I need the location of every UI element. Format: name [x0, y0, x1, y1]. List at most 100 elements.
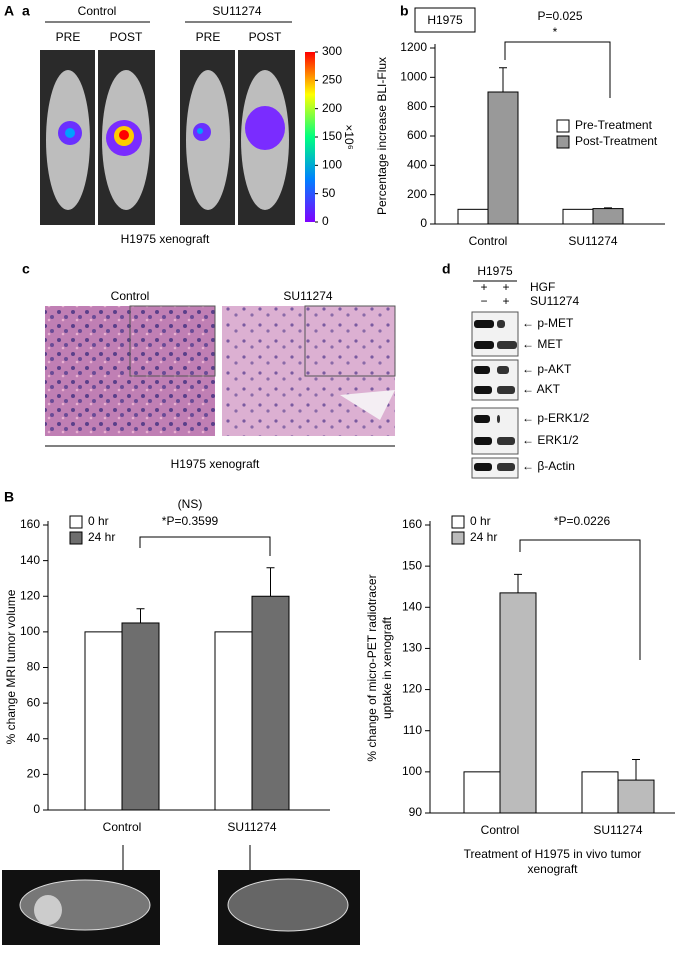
y-tick-label: 120 [402, 682, 422, 696]
annotation: *P=0.0226 [554, 514, 611, 528]
band-label: ← MET [522, 337, 563, 351]
band [497, 386, 515, 394]
necrosis [340, 390, 395, 420]
panel-label: a [22, 3, 30, 19]
y-tick-label: 100 [20, 624, 40, 638]
band [497, 463, 515, 471]
legend-label: Post-Treatment [575, 134, 658, 148]
treatment-name: SU11274 [530, 294, 579, 308]
band [474, 415, 490, 423]
band [497, 366, 509, 374]
band-label: ← β-Actin [522, 459, 575, 473]
lane-sign: − [480, 294, 487, 308]
y-tick-label: 100 [402, 764, 422, 778]
panel-label: A [4, 3, 14, 19]
panel-label: d [442, 261, 451, 277]
y-tick-label: 800 [407, 99, 427, 113]
y-axis-label: % change of micro-PET radiotracer [365, 574, 379, 761]
x-axis-label: Treatment of H1975 in vivo tumor [464, 847, 642, 861]
colorbar-tick-label: 250 [322, 73, 342, 87]
lane-sign: + [480, 280, 487, 294]
y-axis-label: uptake in xenograft [380, 616, 394, 719]
y-tick-label: 150 [402, 558, 422, 572]
band-label: ← AKT [522, 382, 561, 396]
y-tick-label: 140 [402, 599, 422, 613]
band [497, 415, 500, 423]
mri-body [227, 878, 349, 932]
bar [617, 779, 655, 814]
y-tick-label: 140 [20, 553, 40, 567]
bli-panel: Control SU11274 PRE POST PRE POST 300 250… [40, 4, 356, 246]
error-bar [266, 567, 275, 597]
colorbar-tick-label: 300 [322, 44, 342, 58]
x-tick-label: Control [481, 823, 520, 837]
annotation: *P=0.3599 [162, 514, 219, 528]
band [497, 341, 517, 349]
x-tick-label: SU11274 [568, 234, 617, 248]
y-tick-label: 1000 [400, 70, 427, 84]
caption: H1975 xenograft [121, 232, 210, 246]
error-bar [136, 608, 145, 623]
y-tick-label: 130 [402, 641, 422, 655]
bar [457, 208, 489, 225]
annotation: (NS) [178, 497, 203, 511]
treatment-name: HGF [530, 280, 555, 294]
timepoint-label: POST [249, 30, 282, 44]
blot [471, 311, 519, 357]
y-axis-label: Percentage increase BLI-Flux [375, 57, 389, 215]
colorbar-tick-label: 100 [322, 158, 342, 172]
y-tick-label: 600 [407, 128, 427, 142]
legend-label: 0 hr [470, 514, 491, 528]
signal [245, 106, 285, 150]
lane-sign: + [502, 294, 509, 308]
legend-label: 24 hr [470, 530, 497, 544]
bar [121, 622, 160, 811]
band [474, 320, 494, 328]
significance-bracket [519, 539, 641, 660]
error-bar [514, 573, 522, 593]
band [474, 463, 492, 471]
mouse-images [40, 50, 295, 225]
image [222, 306, 395, 436]
y-tick-label: 20 [27, 767, 41, 781]
annotation: P=0.025 [537, 9, 582, 23]
colorbar-unit: ×10⁶ [342, 124, 356, 149]
band [474, 366, 490, 374]
band-label: ← ERK1/2 [522, 433, 579, 447]
y-tick-label: 1200 [400, 40, 427, 54]
group-label: SU11274 [212, 4, 261, 18]
mri-tumor [34, 895, 62, 925]
bar [562, 208, 594, 225]
mouse [186, 70, 230, 210]
legend-swatch [69, 531, 83, 545]
timepoint-label: POST [110, 30, 143, 44]
legend-swatch [451, 515, 465, 529]
caption: H1975 xenograft [171, 457, 260, 471]
legend-swatch [69, 515, 83, 529]
y-tick-label: 90 [409, 805, 423, 819]
x-axis-label: xenograft [527, 862, 578, 876]
y-tick-label: 0 [420, 216, 427, 230]
colorbar-tick-label: 0 [322, 214, 329, 228]
signal [119, 130, 129, 140]
colorbar-tick-label: 150 [322, 129, 342, 143]
y-tick-label: 120 [20, 588, 40, 602]
band [474, 437, 492, 445]
bar [251, 595, 290, 811]
cell-line: H1975 [477, 264, 513, 278]
x-tick-label: Control [469, 234, 508, 248]
band-label: ← p-ERK1/2 [522, 411, 590, 425]
band-label: ← p-MET [522, 316, 574, 330]
panel-labels: A a b c d B [4, 3, 451, 505]
y-axis-label: % change MRI tumor volume [4, 589, 18, 744]
bar [214, 631, 253, 811]
error-bar [632, 759, 640, 781]
signal [65, 128, 75, 138]
x-tick-label: SU11274 [227, 820, 276, 834]
timepoint-label: PRE [56, 30, 81, 44]
signal [197, 128, 203, 134]
histology-panel: Control SU11274 H1975 xenograft [45, 289, 396, 471]
legend-swatch [451, 531, 465, 545]
